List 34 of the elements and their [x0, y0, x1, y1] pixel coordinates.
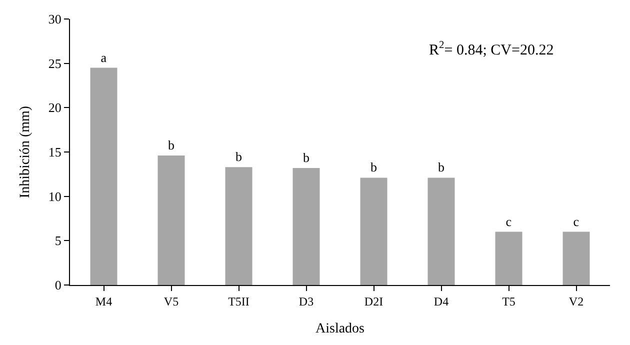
x-tick-label: D4 — [434, 294, 449, 308]
bar — [428, 178, 455, 285]
y-tick-label: 0 — [54, 278, 62, 293]
y-tick-label: 15 — [48, 144, 62, 160]
y-axis-title: Inhibición (mm) — [18, 106, 33, 198]
bar — [495, 232, 522, 285]
x-tick-label: V2 — [568, 294, 584, 308]
bar — [90, 68, 118, 285]
data-label: b — [168, 138, 174, 153]
y-tick-label: 30 — [48, 12, 62, 27]
data-label: b — [370, 160, 377, 175]
y-tick-label: 25 — [48, 56, 62, 71]
bar — [158, 156, 185, 285]
x-tick-label: T5II — [228, 294, 250, 308]
data-label: a — [100, 50, 107, 65]
x-tick-label: V5 — [164, 294, 179, 308]
data-label: b — [438, 160, 444, 175]
bar — [562, 232, 590, 285]
y-tick-label: 10 — [48, 188, 62, 204]
bar — [225, 167, 252, 285]
y-tick-label: 20 — [48, 100, 62, 116]
x-tick-label: D3 — [298, 294, 314, 308]
x-tick-label: T5 — [502, 294, 516, 308]
y-tick-label: 5 — [54, 233, 62, 248]
data-label: b — [236, 149, 242, 164]
data-label: c — [506, 214, 512, 229]
x-tick-label: M4 — [95, 294, 112, 308]
x-axis-title: Aislados — [316, 322, 364, 337]
data-label: b — [303, 150, 310, 165]
bar — [292, 168, 320, 285]
annotation: R$^{2}$= 0.84; CV=20.22 — [429, 40, 554, 58]
x-tick-label: D2I — [364, 294, 384, 308]
data-label: c — [573, 214, 580, 229]
bar — [360, 178, 388, 285]
